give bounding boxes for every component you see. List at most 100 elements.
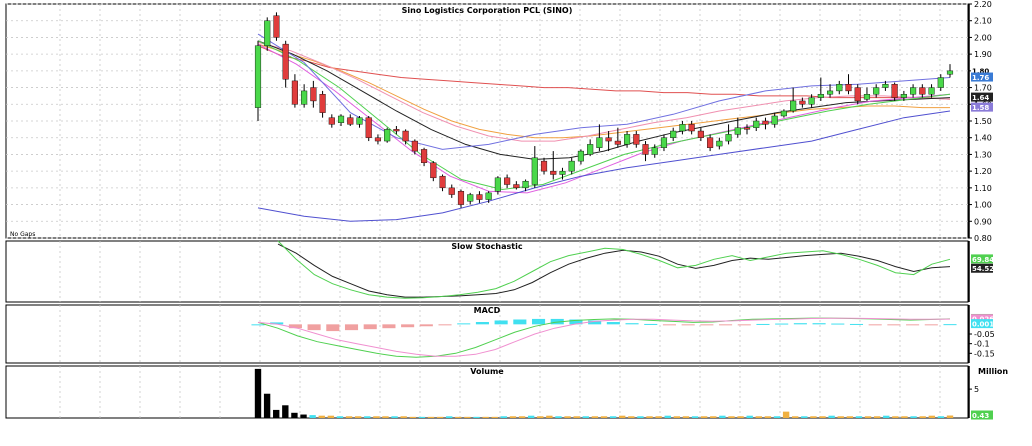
- candle: [937, 74, 944, 91]
- volume-bar: [892, 416, 899, 418]
- candle-body: [910, 87, 917, 95]
- overlay-line-3: [257, 40, 951, 160]
- macd-histogram-bar: [793, 323, 807, 325]
- candle: [439, 174, 446, 192]
- candle: [836, 80, 843, 95]
- candle-body: [365, 117, 372, 138]
- macd-histogram-bar: [251, 324, 265, 326]
- candle: [384, 127, 391, 143]
- candle: [540, 157, 548, 175]
- candle-body: [780, 110, 787, 117]
- candle: [919, 84, 926, 98]
- candle: [928, 84, 935, 98]
- panel-frame-1: [5, 240, 969, 303]
- candle: [393, 126, 400, 135]
- macd-line-1: [257, 317, 951, 357]
- y-tick-label: 1.90: [974, 50, 992, 59]
- macd-histogram-bar: [438, 324, 452, 326]
- volume-bar: [828, 415, 835, 418]
- chart-title: Slow Stochastic: [451, 242, 522, 251]
- candle-body: [559, 170, 566, 175]
- candle: [642, 141, 649, 162]
- volume-bar: [300, 414, 307, 418]
- candle: [799, 97, 806, 108]
- macd-histogram-bar: [550, 318, 564, 325]
- candle-body: [577, 150, 584, 162]
- candle: [900, 90, 907, 101]
- volume-bar: [318, 415, 325, 418]
- candle: [531, 146, 538, 188]
- y-tick-label: 1.20: [974, 167, 992, 176]
- volume-bar: [291, 412, 298, 418]
- candle: [310, 80, 317, 108]
- candle-body: [476, 194, 483, 200]
- volume-bar: [710, 416, 717, 418]
- volume-bar: [864, 416, 872, 418]
- overlay-line-4: [257, 43, 951, 194]
- candle: [771, 112, 778, 128]
- candle: [697, 127, 704, 142]
- volume-bar: [609, 416, 617, 418]
- candle: [670, 127, 677, 142]
- macd-histogram-bar: [756, 323, 770, 325]
- candle: [688, 121, 695, 135]
- volume-bar: [801, 416, 808, 418]
- candle: [374, 134, 382, 145]
- candle-body: [291, 80, 298, 105]
- last-value-tag-bg: [971, 263, 993, 273]
- candle-body: [587, 144, 594, 155]
- macd-histogram-bar: [288, 324, 302, 329]
- overlay-line-5: [257, 40, 951, 191]
- candle-body: [697, 130, 704, 138]
- candle: [651, 144, 658, 158]
- candle-body: [328, 117, 335, 125]
- overlay-line-0: [257, 45, 951, 100]
- candle: [707, 134, 714, 152]
- macd-histogram-bar: [887, 324, 901, 326]
- candle-body: [402, 130, 409, 142]
- candle: [448, 184, 455, 198]
- volume-bar: [436, 416, 444, 418]
- candle: [273, 12, 280, 41]
- macd-histogram-bar: [943, 324, 957, 326]
- candle: [467, 192, 474, 205]
- volume-bar: [883, 415, 890, 418]
- candle-body: [651, 147, 658, 155]
- volume-bar: [573, 416, 580, 418]
- last-value-tag-bg: [971, 72, 993, 82]
- volume-bar: [345, 416, 353, 418]
- candle-body: [688, 124, 695, 132]
- volume-bar: [464, 416, 471, 418]
- volume-bar: [418, 416, 426, 418]
- candle: [264, 17, 271, 51]
- volume-bar: [446, 416, 453, 418]
- macd-histogram-bar: [868, 324, 882, 326]
- candle: [891, 82, 898, 101]
- candle: [522, 179, 529, 192]
- volume-bar: [755, 416, 762, 418]
- candle: [301, 84, 308, 108]
- candle: [328, 114, 335, 128]
- macd-histogram-bar: [924, 324, 938, 326]
- candle-body: [836, 84, 843, 92]
- volume-bar: [655, 416, 662, 418]
- volume-bar: [309, 415, 316, 418]
- volume-bar: [773, 416, 781, 418]
- candle: [494, 176, 501, 195]
- candle-body: [854, 87, 861, 102]
- overlay-line-2: [257, 41, 951, 142]
- candle: [319, 90, 326, 118]
- candle-body: [264, 20, 271, 46]
- volume-bar: [937, 416, 945, 418]
- y-tick-label: 0.90: [974, 217, 992, 226]
- candle-body: [660, 137, 668, 148]
- volume-bar: [273, 409, 280, 418]
- macd-histogram-bar: [569, 319, 583, 325]
- macd-histogram-bar: [382, 324, 396, 329]
- candle: [421, 147, 428, 167]
- volume-bar: [564, 416, 571, 418]
- volume-bar: [336, 416, 344, 418]
- last-value-tag-text: 1.64: [972, 94, 989, 102]
